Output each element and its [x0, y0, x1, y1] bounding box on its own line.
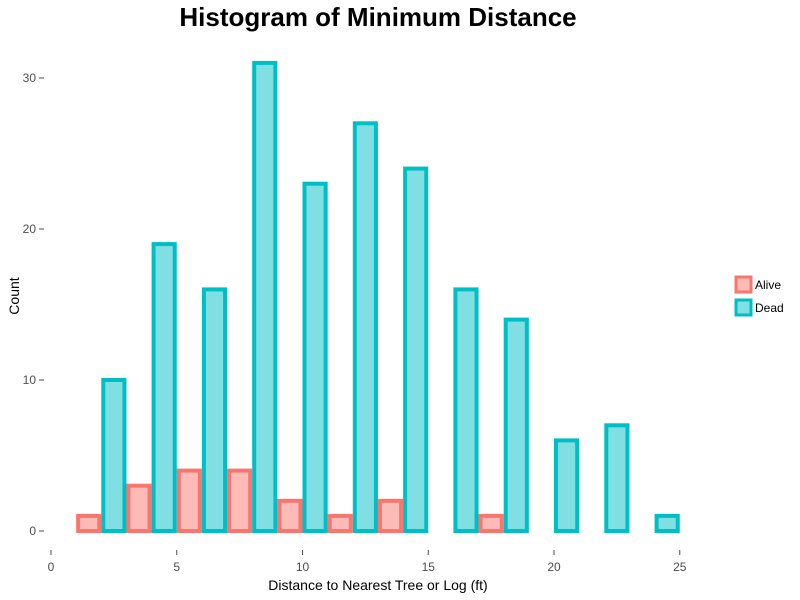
bar-dead-11	[654, 513, 680, 534]
bar-alive-1	[126, 483, 152, 534]
y-axis-title: Count	[6, 277, 22, 314]
x-tick-label: 10	[296, 560, 310, 574]
legend-key-alive	[734, 275, 753, 294]
y-tick-label: 0	[29, 524, 36, 538]
x-tick-label: 15	[422, 560, 436, 574]
bars-layer	[76, 60, 680, 534]
bar-dead-0	[101, 378, 127, 533]
bar-alive-6	[377, 498, 404, 533]
legend-label-alive: Alive	[755, 278, 781, 292]
bar-alive-5	[327, 513, 353, 534]
legend: Alive Dead	[734, 275, 784, 317]
bar-dead-8	[503, 317, 529, 533]
bar-dead-10	[604, 423, 630, 533]
y-tick-label: 30	[23, 71, 37, 85]
bar-dead-5	[352, 121, 378, 534]
bar-alive-0	[76, 513, 102, 534]
x-tick-label: 20	[547, 560, 561, 574]
x-tick-label: 25	[673, 560, 687, 574]
bar-alive-2	[176, 468, 202, 534]
bar-dead-9	[554, 438, 580, 533]
bar-dead-7	[453, 287, 479, 533]
x-tick-label: 5	[173, 560, 180, 574]
bar-dead-2	[201, 287, 228, 533]
x-tick-label: 0	[48, 560, 55, 574]
bar-alive-4	[277, 498, 303, 533]
bar-dead-3	[252, 60, 278, 534]
bar-alive-8	[478, 513, 504, 534]
legend-key-dead	[734, 298, 753, 317]
y-tick-label: 20	[23, 222, 37, 236]
y-tick-label: 10	[23, 373, 37, 387]
legend-label-dead: Dead	[755, 301, 784, 315]
bar-dead-4	[302, 181, 328, 533]
bar-dead-1	[151, 242, 177, 533]
x-axis-title: Distance to Nearest Tree or Log (ft)	[268, 577, 487, 593]
bar-dead-6	[403, 166, 429, 533]
axes-layer: 0 5 10 15 20 25 0 10 20 30	[23, 71, 687, 574]
chart-title: Histogram of Minimum Distance	[179, 2, 577, 32]
bar-alive-3	[227, 468, 253, 534]
